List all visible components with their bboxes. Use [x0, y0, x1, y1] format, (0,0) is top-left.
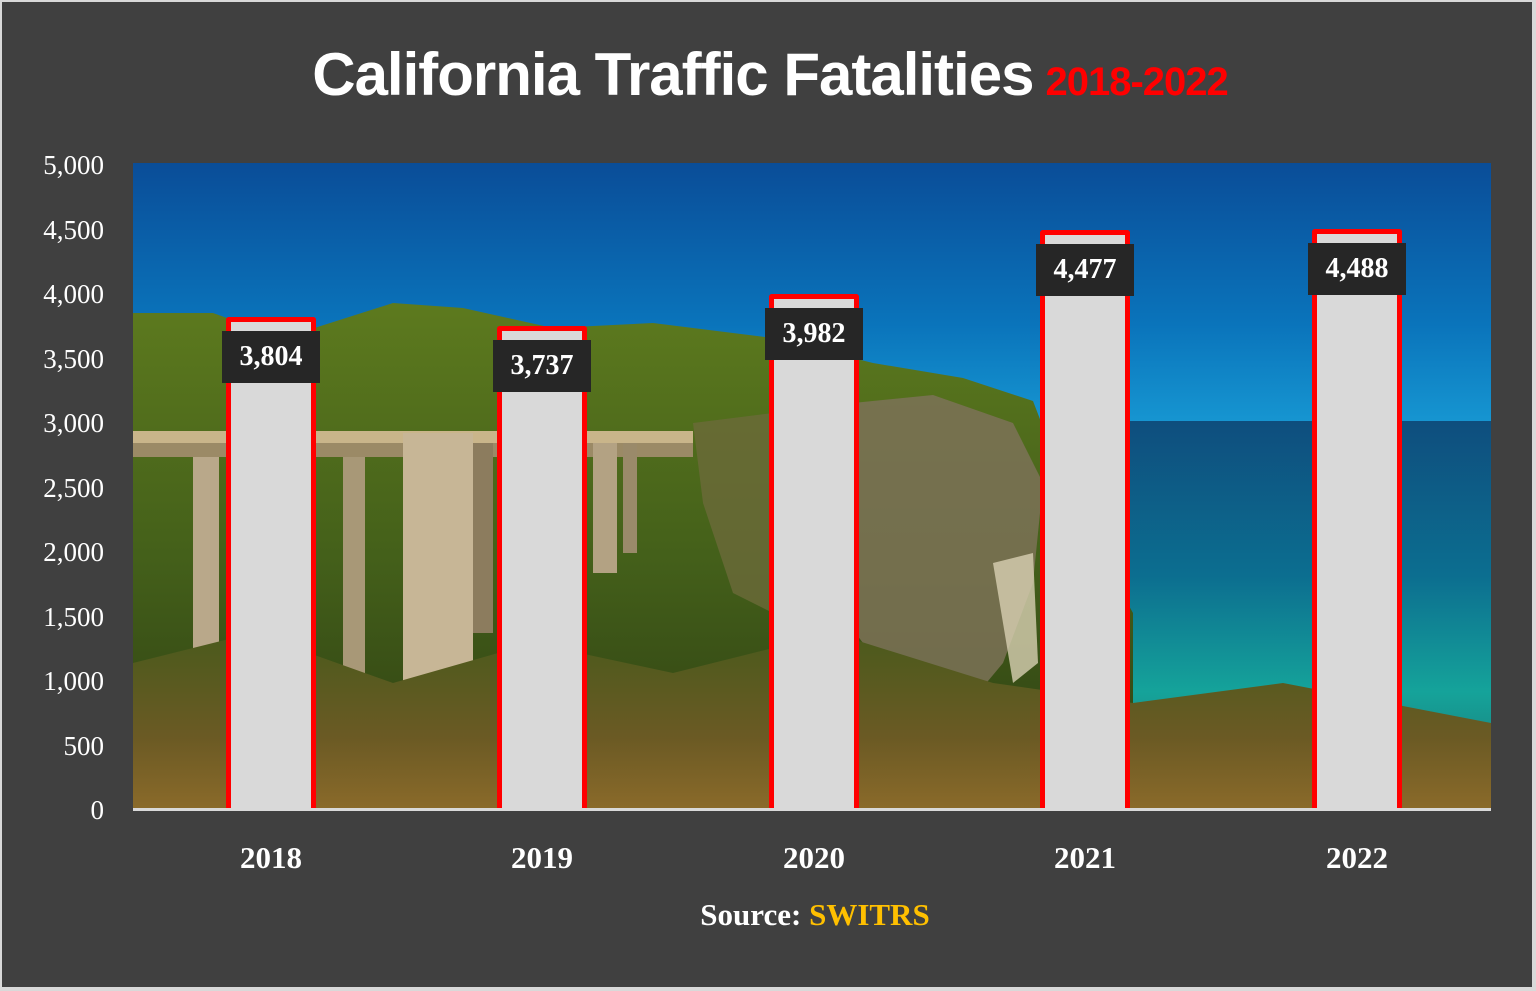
- y-tick-label: 3,500: [43, 343, 104, 374]
- bar-2020: [769, 294, 859, 808]
- plot-area: 3,804 3,737 3,982 4,477 4,488: [133, 163, 1491, 808]
- y-tick-label: 3,000: [43, 408, 104, 438]
- y-tick-label: 5,000: [43, 150, 104, 180]
- data-label-2022: 4,488: [1308, 243, 1406, 296]
- chart-title-main: California Traffic Fatalities: [312, 41, 1034, 108]
- bar-2022: [1312, 229, 1402, 808]
- x-axis-line: [133, 808, 1491, 811]
- source-note: Source: SWITRS: [0, 897, 1536, 933]
- bar-2019: [497, 325, 587, 808]
- x-tick-label: 2022: [1326, 840, 1388, 875]
- x-tick-label: 2019: [511, 840, 573, 875]
- bar-2018: [226, 317, 316, 808]
- y-tick-label: 4,500: [43, 214, 104, 245]
- y-tick-label: 2,000: [43, 537, 104, 567]
- data-label-2018: 3,804: [222, 331, 320, 384]
- y-tick-label: 500: [63, 730, 105, 761]
- x-tick-label: 2018: [240, 840, 302, 875]
- y-tick-label: 2,500: [43, 472, 104, 503]
- x-tick-label: 2020: [783, 840, 845, 875]
- data-label-2020: 3,982: [765, 308, 863, 361]
- y-tick-label: 0: [90, 795, 105, 825]
- source-value: SWITRS: [809, 897, 930, 932]
- y-tick-label: 1,500: [43, 601, 104, 632]
- chart-title-years: 2018-2022: [1045, 60, 1228, 104]
- chart-title: California Traffic Fatalities 2018-2022: [2, 40, 1536, 109]
- data-label-2019: 3,737: [493, 339, 591, 392]
- background-photo: [133, 163, 1491, 808]
- y-tick-label: 1,000: [43, 666, 104, 696]
- data-label-2021: 4,477: [1036, 244, 1134, 297]
- bar-2021: [1040, 230, 1130, 808]
- source-label: Source:: [700, 897, 802, 932]
- x-tick-label: 2021: [1054, 840, 1116, 875]
- y-tick-label: 4,000: [43, 279, 104, 309]
